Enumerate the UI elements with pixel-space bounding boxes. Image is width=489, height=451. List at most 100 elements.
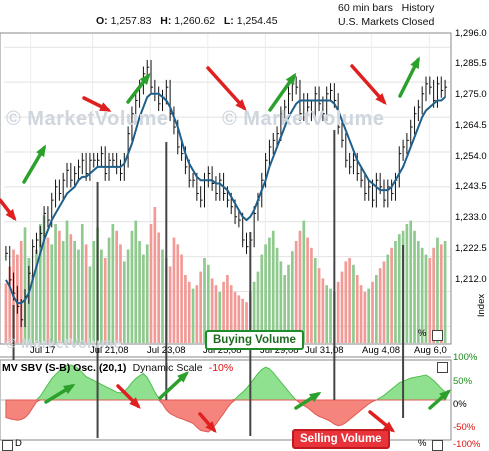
volume-bar [23,227,27,343]
oscillator-value: -10% [208,362,234,374]
volume-bar [375,275,378,343]
x-tick: Jul 17 [30,345,56,356]
volume-bar [50,244,54,343]
oscillator-d-label: D [15,438,22,449]
oscillator-close-checkbox[interactable] [437,362,448,373]
volume-bar [176,244,180,343]
sell-arrow [198,412,217,434]
volume-bar [61,241,65,343]
arrow-head [205,421,217,434]
oscillator-params: (20,1) [99,362,127,374]
volume-bar [409,220,413,343]
buying-volume-callout: Buying Volume [205,330,304,350]
volume-bar [31,275,34,343]
volume-bar [310,247,313,343]
watermark-2: © MarketVolume [222,108,385,130]
volume-bar [317,268,321,343]
arrow-head [63,383,76,395]
volume-bar [256,271,260,343]
volume-bar [142,254,145,343]
volume-bar [348,258,351,343]
volume-bar [298,230,302,343]
osc-y-tick: 0% [453,399,467,410]
history-link[interactable]: History [401,2,435,14]
osc-y-tick: -100% [453,439,481,450]
volume-bar [367,288,371,343]
volume-bar [73,241,76,343]
volume-bar [84,244,88,343]
selling-volume-area [5,399,446,433]
x-tick: Jul 23,08 [147,345,186,356]
volume-bar [436,237,439,343]
watermark-3: © MarketVolume [6,335,122,351]
ohlc-readout: O: 1,257.83 H: 1,260.62 L: 1,254.45 [96,15,278,27]
arrow-head [99,102,112,112]
volume-bar [352,264,355,343]
volume-bar [260,254,264,343]
open-label: O: [96,15,108,27]
volume-bar [245,302,248,343]
arrow-head [439,389,451,401]
x-tick: Jul 31,08 [305,345,344,356]
volume-bar [287,264,290,343]
oscillator-title: MV SBV (S-B) Osc. [2,362,96,374]
buy-arrow [158,371,189,400]
volume-bar [241,298,245,343]
sell-arrow [116,384,141,409]
y-tick: 1,222.5 [455,243,487,254]
volume-bar [237,295,241,343]
buy-arrow [294,391,322,410]
volume-bar [111,224,115,343]
volume-bar [417,241,420,343]
volume-bar [103,258,107,343]
signal-lines-layer [12,130,405,438]
volume-bar [252,281,256,343]
oscillator-d-checkbox[interactable] [2,440,13,451]
arrow-shaft [350,64,386,104]
volume-bar [397,234,401,343]
volume-bar [8,266,12,343]
volume-bar [283,275,287,343]
arrow-head [139,72,151,85]
selling-volume-callout: Selling Volume [292,429,390,449]
y-tick: 1,264.5 [455,120,487,131]
volume-bar [344,261,348,343]
x-tick: Aug 6,0 [414,345,447,356]
oscillator-panel-checkbox[interactable] [432,440,443,451]
scale-mode[interactable]: Dynamic Scale [132,362,203,374]
volume-bar [187,281,191,343]
volume-bar [420,247,424,343]
y-tick: 1,243.5 [455,181,487,192]
volume-bar [145,244,149,343]
oscillator-percent-toggle[interactable]: % [418,438,427,449]
volume-bar [428,258,432,343]
volume-bar [229,285,233,343]
volume-bar [80,224,84,343]
oscillator-layer [5,364,446,433]
sell-arrow [350,64,387,105]
volume-bar [157,232,161,343]
low-value: 1,254.45 [236,15,278,27]
volume-bar [329,288,332,343]
arrow-head [410,56,420,69]
volume-bar [268,237,271,343]
high-label: H: [160,15,172,27]
osc-y-tick: -50% [453,422,476,433]
volume-bar [443,241,447,343]
volume-bar [138,241,141,343]
price-panel-checkbox[interactable] [432,330,443,341]
x-tick: Jul 21,08 [90,345,129,356]
volume-bar [340,271,344,343]
volume-bar [38,224,42,343]
sell-arrow [206,66,247,111]
volume-bar [432,247,435,343]
volume-bar [119,244,122,343]
percent-toggle[interactable]: % [418,328,427,339]
y-tick: 1,285.5 [455,58,487,69]
oscillator-header: MV SBV (S-B) Osc. (20,1) Dynamic Scale -… [2,362,233,374]
volume-bar [199,271,203,343]
sell-arrow [368,410,396,433]
volume-bar [191,288,195,343]
arrow-head [129,397,141,409]
low-label: L: [223,15,234,27]
